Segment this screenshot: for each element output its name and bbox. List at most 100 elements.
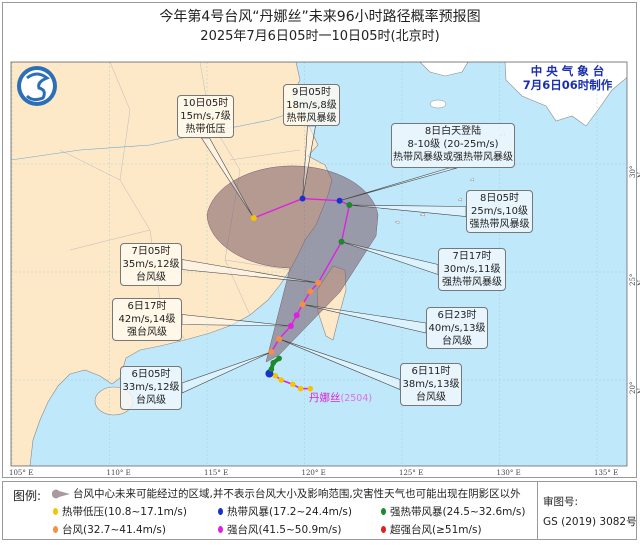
- forecast-label-6d23: 6日23时 40m/s,13级 台风级: [426, 307, 488, 349]
- map-border: [10, 61, 628, 467]
- lon-tick-label: 105° E: [9, 469, 34, 477]
- legend-item-label: 强台风(41.5~50.9m/s): [227, 524, 342, 536]
- lon-tick-label: 130° E: [496, 469, 521, 477]
- legend-dot-icon: [218, 508, 223, 515]
- lon-tick-label: 110° E: [106, 469, 131, 477]
- legend-item-label: 超强台风(≥51m/s): [390, 524, 482, 536]
- legend-item: 强台风(41.5~50.9m/s): [218, 522, 342, 537]
- label-line: 10日05时: [182, 98, 229, 109]
- cma-logo: [17, 66, 57, 106]
- label-line: 6日05时: [131, 369, 171, 380]
- forecast-track-point[interactable]: [346, 202, 353, 209]
- typhoon-name-label: 丹娜丝(2504): [309, 390, 372, 405]
- label-line: 热带风暴级: [286, 113, 337, 124]
- label-line: 台风级: [416, 392, 446, 403]
- label-line: 30m/s,11级: [443, 264, 501, 275]
- legend-divider: [537, 482, 538, 539]
- past-track-point: [290, 381, 296, 388]
- lat-tick-label: 30° N: [629, 165, 640, 178]
- forecast-label-6d11: 6日11时 38m/s,13级 台风级: [400, 363, 462, 406]
- map-frame: [2, 2, 637, 478]
- legend-item-label: 热带低压(10.8~17.1m/s): [62, 506, 187, 518]
- label-line: 7日05时: [131, 246, 171, 257]
- legend-item: 热带风暴(17.2~24.4m/s): [218, 504, 352, 519]
- label-pointer: [181, 259, 319, 284]
- forecast-label-7d05: 7日05时 35m/s,12级 台风级: [120, 243, 182, 286]
- forecast-label-8day: 8日白天登陆 8-10级 (20-25m/s) 热带风暴级或强热带风暴级: [391, 123, 515, 168]
- label-line: 强热带风暴级: [469, 219, 530, 230]
- lon-tick-label: 135° E: [594, 469, 619, 477]
- forecast-track-point[interactable]: [287, 323, 294, 329]
- label-line: 38m/s,13级: [402, 379, 460, 390]
- label-line: 6日17时: [127, 301, 167, 312]
- forecast-label-10d05: 10日05时 15m/s,7级 热带低压: [177, 95, 234, 138]
- lat-tick-label: 20° N: [629, 381, 640, 394]
- forecast-track-point[interactable]: [336, 197, 343, 204]
- label-pointer: [302, 125, 316, 199]
- label-line: 40m/s,13级: [428, 323, 486, 334]
- forecast-track-point[interactable]: [299, 301, 306, 308]
- lon-tick-label: 125° E: [399, 469, 424, 477]
- forecast-label-9d05: 9日05时 18m/s,8级 热带风暴级: [283, 84, 340, 126]
- forecast-track-point[interactable]: [307, 288, 314, 295]
- legend-item-label: 强热带风暴(24.5~32.6m/s): [390, 506, 526, 518]
- cone-legend-icon: [51, 489, 70, 499]
- province-borders: [59, 62, 301, 341]
- lon-tick-label: 120° E: [301, 469, 326, 477]
- past-track-point: [268, 366, 275, 373]
- past-track-point: [276, 355, 282, 362]
- label-line: 7日17时: [452, 251, 492, 262]
- label-line: 8日05时: [479, 193, 520, 204]
- forecast-label-6d05: 6日05时 33m/s,12级 台风级: [120, 366, 182, 410]
- label-line: 8-10级 (20-25m/s): [407, 139, 499, 150]
- legend-cone-text: 台风中心未来可能经过的区域,并不表示台风大小及影响范围,灾害性天气也可能出现在阴…: [73, 488, 521, 500]
- legend-item: 台风(32.7~41.4m/s): [53, 522, 166, 537]
- past-track-point: [297, 385, 304, 392]
- legend-dot-icon: [53, 526, 58, 533]
- legend-item-label: 热带风暴(17.2~24.4m/s): [227, 506, 352, 518]
- label-line: 42m/s,14级: [118, 314, 176, 325]
- forecast-track-point[interactable]: [250, 215, 257, 221]
- forecast-track-point[interactable]: [338, 238, 345, 245]
- forecast-track-point[interactable]: [276, 335, 283, 342]
- korea-land: [419, 62, 469, 77]
- forecast-track-point[interactable]: [293, 312, 300, 319]
- legend-item: 热带低压(10.8~17.1m/s): [53, 504, 187, 519]
- typhoon-name: 丹娜丝: [309, 392, 341, 404]
- typhoon-code: (2504): [340, 393, 373, 404]
- forecast-track-point[interactable]: [315, 279, 322, 286]
- forecast-label-8d05: 8日05时 25m/s,10级 强热带风暴级: [466, 190, 533, 233]
- label-line: 台风级: [442, 336, 472, 347]
- label-line: 热带低压: [185, 124, 226, 135]
- legend-dot-icon: [53, 508, 58, 515]
- approval-number: GS (2019) 3082号: [543, 516, 637, 528]
- lon-tick-label: 115° E: [204, 469, 229, 477]
- past-track-point: [272, 372, 279, 379]
- forecast-label-7d17: 7日17时 30m/s,11级 强热带风暴级: [438, 248, 506, 291]
- japan-land: [504, 62, 627, 127]
- label-line: 18m/s,8级: [286, 100, 337, 111]
- lat-tick-label: 25° N: [629, 273, 640, 286]
- label-pointer: [181, 314, 291, 327]
- label-line: 强台风级: [127, 327, 167, 338]
- page-subtitle: 2025年7月6日05时一10日05时(北京时): [200, 29, 440, 44]
- label-line: 8日白天登陆: [424, 126, 482, 137]
- forecast-track-point[interactable]: [268, 348, 275, 355]
- made-at: 7月6日06时制作: [522, 78, 613, 92]
- legend-dot-icon: [381, 508, 386, 515]
- past-track-point: [270, 359, 277, 366]
- label-line: 25m/s,10级: [471, 206, 528, 217]
- label-line: 热带风暴级或强热带风暴级: [393, 152, 513, 163]
- label-line: 15m/s,7级: [180, 111, 231, 122]
- forecast-track-point[interactable]: [299, 195, 306, 202]
- label-line: 6日11时: [411, 366, 451, 377]
- label-line: 33m/s,12级: [122, 382, 180, 393]
- page-title: 今年第4号台风“丹娜丝”未来96小时路径概率预报图: [159, 9, 481, 25]
- label-pointer: [181, 351, 272, 394]
- label-line: 6日23时: [437, 310, 477, 321]
- forecast-label-6d17: 6日17时 42m/s,14级 强台风级: [112, 298, 182, 341]
- label-line: 9日05时: [291, 87, 332, 98]
- label-line: 强热带风暴级: [442, 277, 502, 288]
- legend-dot-icon: [218, 526, 223, 533]
- jeju-island: [429, 99, 447, 109]
